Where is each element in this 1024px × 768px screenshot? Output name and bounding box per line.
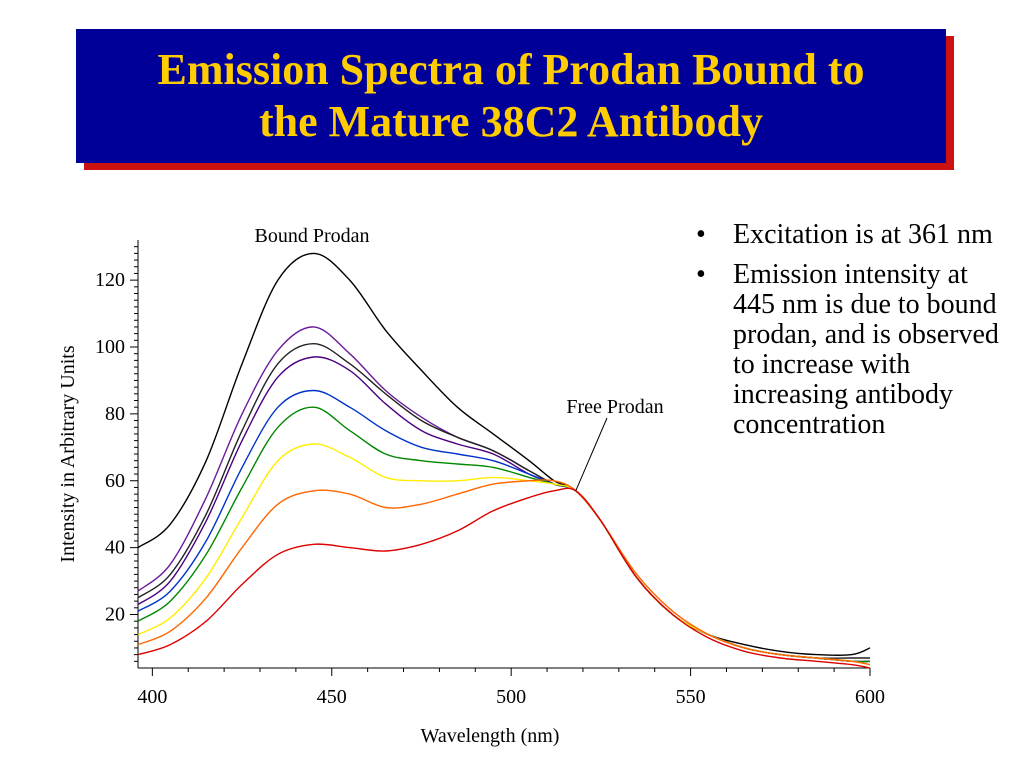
spectrum-line-1 <box>137 252 871 656</box>
y-axis-label: Intensity in Arbitrary Units <box>57 345 79 562</box>
bullet-text: Excitation is at 361 nm <box>733 219 993 250</box>
x-tick-label: 500 <box>496 686 526 708</box>
x-axis-label: Wavelength (nm) <box>421 725 560 747</box>
annotation-pointer-line <box>575 417 608 491</box>
x-tick-label: 550 <box>676 686 706 708</box>
x-tick-label: 600 <box>855 686 885 708</box>
x-tick-label: 400 <box>137 686 167 708</box>
slide-title-line-1: Emission Spectra of Prodan Bound to <box>157 45 865 94</box>
title-box: Emission Spectra of Prodan Bound to the … <box>76 29 946 163</box>
y-tick-label: 40 <box>105 537 125 559</box>
x-tick-label: 450 <box>317 686 347 708</box>
bullet-list: • Excitation is at 361 nm • Emission inten… <box>690 220 1015 450</box>
bullet-item: • Emission intensity at 445 nm is due to … <box>690 260 1015 440</box>
y-tick-label: 120 <box>95 269 125 291</box>
bullet-dot-icon: • <box>696 259 706 290</box>
slide-title-line-2: the Mature 38C2 Antibody <box>259 97 763 146</box>
y-tick-label: 80 <box>105 403 125 425</box>
spectrum-line-8 <box>137 479 871 666</box>
y-tick-label: 60 <box>105 470 125 492</box>
bullet-item: • Excitation is at 361 nm <box>690 220 1015 250</box>
spectrum-line-9 <box>137 487 871 669</box>
annotation-free-prodan: Free Prodan <box>566 396 663 418</box>
y-tick-label: 20 <box>105 604 125 626</box>
y-tick-label: 100 <box>95 336 125 358</box>
bullet-text: Emission intensity at 445 nm is due to b… <box>733 259 999 440</box>
annotation-bound-prodan: Bound Prodan <box>255 225 370 247</box>
bullet-dot-icon: • <box>696 219 706 250</box>
